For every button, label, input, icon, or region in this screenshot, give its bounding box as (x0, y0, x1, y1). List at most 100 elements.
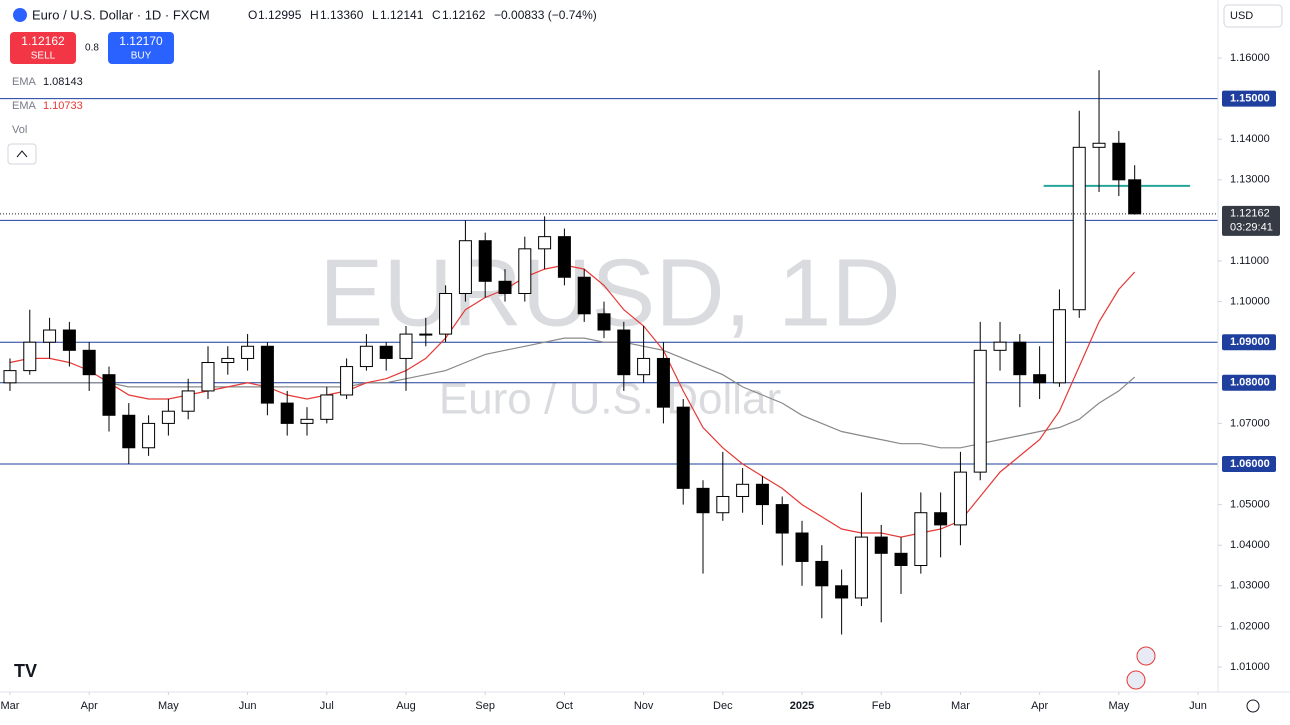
settings-icon[interactable] (1246, 699, 1260, 713)
candle-body (300, 418, 314, 424)
buy-price[interactable]: 1.12170 (119, 34, 163, 48)
x-tick-label: 2025 (790, 700, 814, 712)
candle-body (201, 362, 215, 392)
x-tick-label: Jun (239, 700, 257, 712)
candle-body (359, 345, 373, 368)
candle-body (122, 414, 136, 449)
candle-body (478, 240, 492, 282)
candle-body (716, 495, 730, 514)
x-tick-label: Oct (556, 700, 573, 712)
change: −0.00833 (−0.74%) (494, 8, 597, 22)
candle-body (102, 374, 116, 416)
candle-body (458, 240, 472, 294)
candle-body (260, 345, 274, 404)
y-tick-label: 1.07000 (1230, 417, 1270, 429)
ohlc-value: 1.12141 (380, 8, 424, 22)
ema-line (10, 337, 1136, 449)
sell-label[interactable]: SELL (31, 51, 56, 62)
candle-body (953, 471, 967, 526)
candle-body (439, 292, 453, 335)
level-label: 1.06000 (1230, 458, 1270, 470)
candle-body (736, 483, 750, 497)
indicator-value: 1.10733 (43, 100, 83, 112)
ohlc-value: 1.12162 (442, 8, 486, 22)
x-tick-label: Apr (81, 700, 98, 712)
candle-body (557, 236, 571, 278)
candle-body (755, 483, 769, 506)
x-tick-label: Apr (1031, 700, 1048, 712)
candle-body (161, 410, 175, 424)
level-label: 1.09000 (1230, 336, 1270, 348)
candle-body (815, 560, 829, 587)
candle-body (894, 552, 908, 566)
candle-body (854, 536, 868, 599)
x-tick-label: Feb (872, 700, 891, 712)
candle-body (874, 536, 888, 554)
candle-body (419, 333, 433, 336)
x-tick-label: May (1108, 700, 1129, 712)
x-tick-label: Jun (1189, 700, 1207, 712)
candle-body (399, 333, 413, 359)
candle-body (775, 504, 789, 534)
x-tick-label: Aug (396, 700, 416, 712)
candle-body (23, 341, 37, 372)
candle-body (379, 345, 393, 359)
ohlc-value: 1.13360 (320, 8, 364, 22)
candle-body (795, 532, 809, 562)
symbol: Euro / U.S. Dollar · 1D · FXCM (32, 7, 210, 22)
candle-body (676, 406, 690, 489)
sell-price[interactable]: 1.12162 (21, 34, 65, 48)
y-tick-label: 1.01000 (1230, 661, 1270, 673)
countdown: 03:29:41 (1230, 222, 1273, 234)
x-tick-label: Dec (713, 700, 733, 712)
event-icon[interactable] (1136, 646, 1156, 666)
candle-body (577, 276, 591, 315)
y-tick-label: 1.16000 (1230, 52, 1270, 64)
sell-button[interactable] (10, 32, 76, 64)
candle-body (280, 402, 294, 424)
candle-body (43, 329, 57, 343)
ohlc-label: C (432, 8, 441, 22)
y-tick-label: 1.05000 (1230, 499, 1270, 511)
x-tick-label: Mar (1, 700, 20, 712)
currency[interactable]: USD (1230, 10, 1253, 22)
buy-button[interactable] (108, 32, 174, 64)
chevron-icon (16, 150, 28, 158)
candle-body (696, 487, 710, 514)
collapse-button[interactable] (7, 143, 37, 165)
ohlc-label: L (372, 8, 379, 22)
currency-button[interactable] (1223, 4, 1283, 28)
ema-line (9, 264, 1136, 538)
event-icon[interactable] (1126, 670, 1146, 690)
x-tick-label: Sep (475, 700, 495, 712)
x-tick-label: May (158, 700, 179, 712)
buy-label[interactable]: BUY (131, 51, 152, 62)
candle-body (1072, 146, 1086, 311)
y-tick-label: 1.02000 (1230, 620, 1270, 632)
indicator-name[interactable]: Vol (12, 124, 27, 136)
candle-body (1112, 142, 1126, 181)
plot (0, 70, 1218, 635)
ohlc-label: H (310, 8, 319, 22)
y-tick-label: 1.14000 (1230, 133, 1270, 145)
candle-body (3, 370, 17, 384)
candle-body (597, 313, 611, 331)
candle-body (1052, 309, 1066, 384)
indicator-name[interactable]: EMA (12, 100, 37, 112)
last-price-box (1222, 205, 1280, 236)
candle-body (320, 394, 334, 420)
candle-body (1128, 179, 1142, 215)
level-label: 1.08000 (1230, 377, 1270, 389)
y-tick-label: 1.11000 (1230, 255, 1269, 267)
candle-body (142, 422, 156, 449)
level-label-box (1222, 334, 1276, 351)
candle-body (518, 248, 532, 294)
level-label-box (1222, 455, 1276, 472)
candle-body (1033, 374, 1047, 384)
candle-body (82, 349, 96, 376)
candle-body (973, 349, 987, 473)
indicator-name[interactable]: EMA (12, 76, 37, 88)
